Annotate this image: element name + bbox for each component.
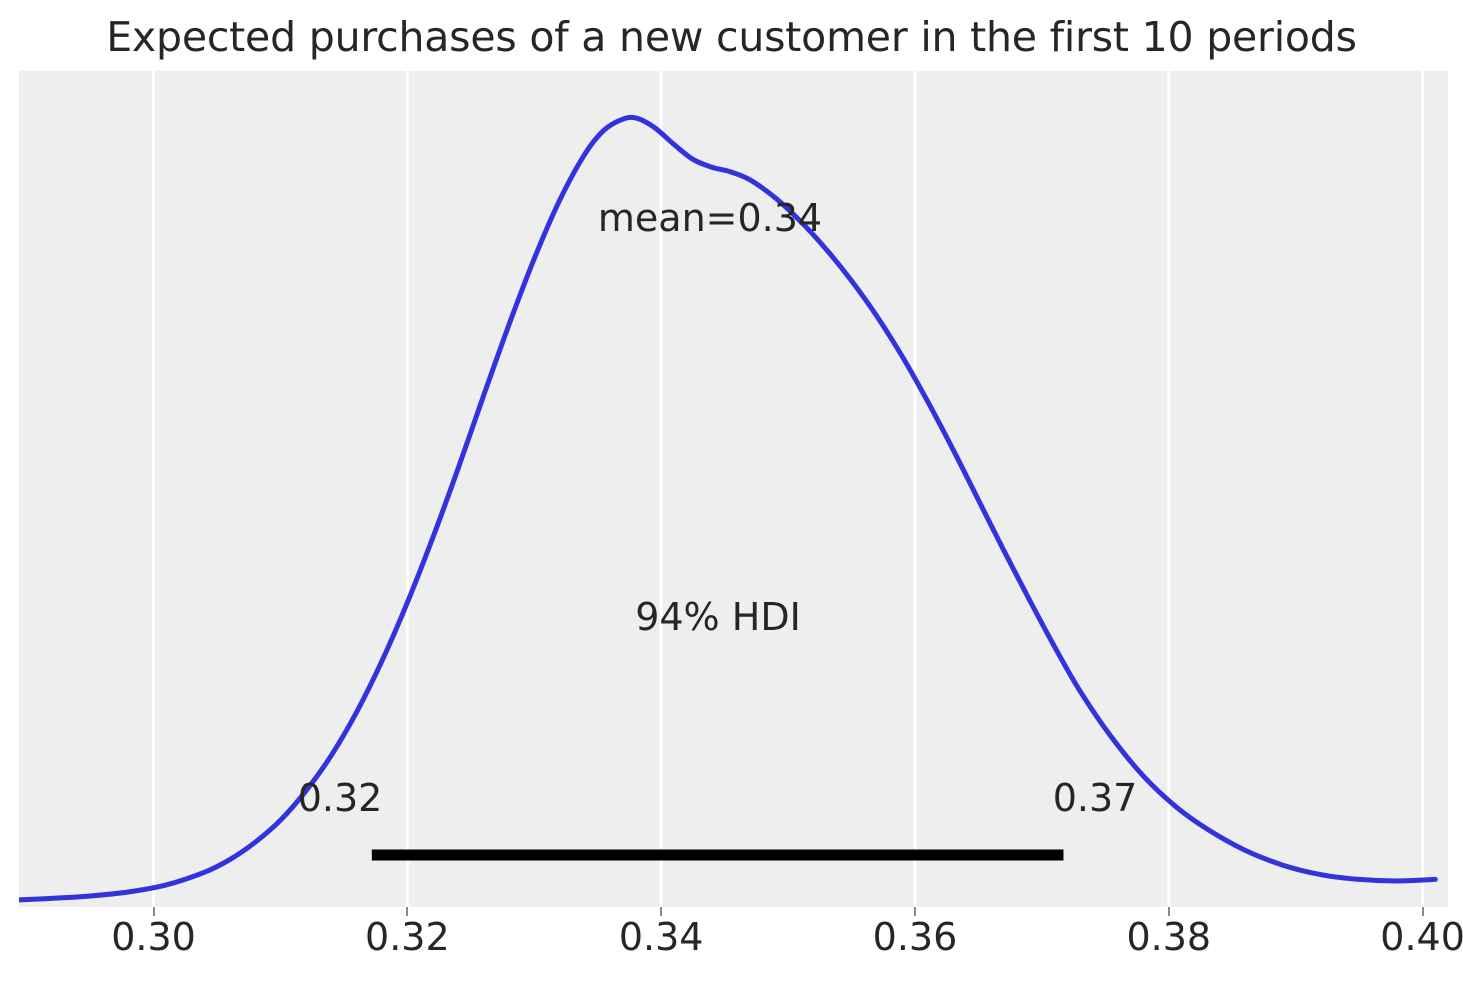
plot-area: mean=0.34 94% HDI 0.32 0.37 [19, 71, 1448, 907]
x-tick-mark-1 [406, 907, 409, 916]
x-tick-mark-2 [660, 907, 663, 916]
x-tick-mark-3 [913, 907, 916, 916]
plot-svg [19, 71, 1438, 907]
x-tick-label-5: 0.40 [1380, 915, 1463, 959]
gridlines-group [152, 71, 1425, 907]
hdi-low-annotation: 0.32 [297, 776, 383, 820]
page-title: Expected purchases of a new customer in … [106, 13, 1357, 61]
hdi-high-annotation: 0.37 [1052, 776, 1138, 820]
x-tick-label-4: 0.38 [1126, 915, 1212, 959]
mean-annotation: mean=0.34 [597, 196, 823, 240]
density-curve [19, 114, 1438, 903]
x-tick-mark-4 [1167, 907, 1170, 916]
x-tick-label-0: 0.30 [111, 915, 196, 959]
hdi-percent-annotation: 94% HDI [635, 595, 801, 639]
x-tick-label-3: 0.36 [872, 915, 958, 959]
x-tick-mark-5 [1421, 907, 1424, 916]
x-tick-label-1: 0.32 [365, 915, 450, 959]
x-tick-label-2: 0.34 [618, 915, 704, 959]
x-tick-mark-0 [152, 907, 155, 916]
